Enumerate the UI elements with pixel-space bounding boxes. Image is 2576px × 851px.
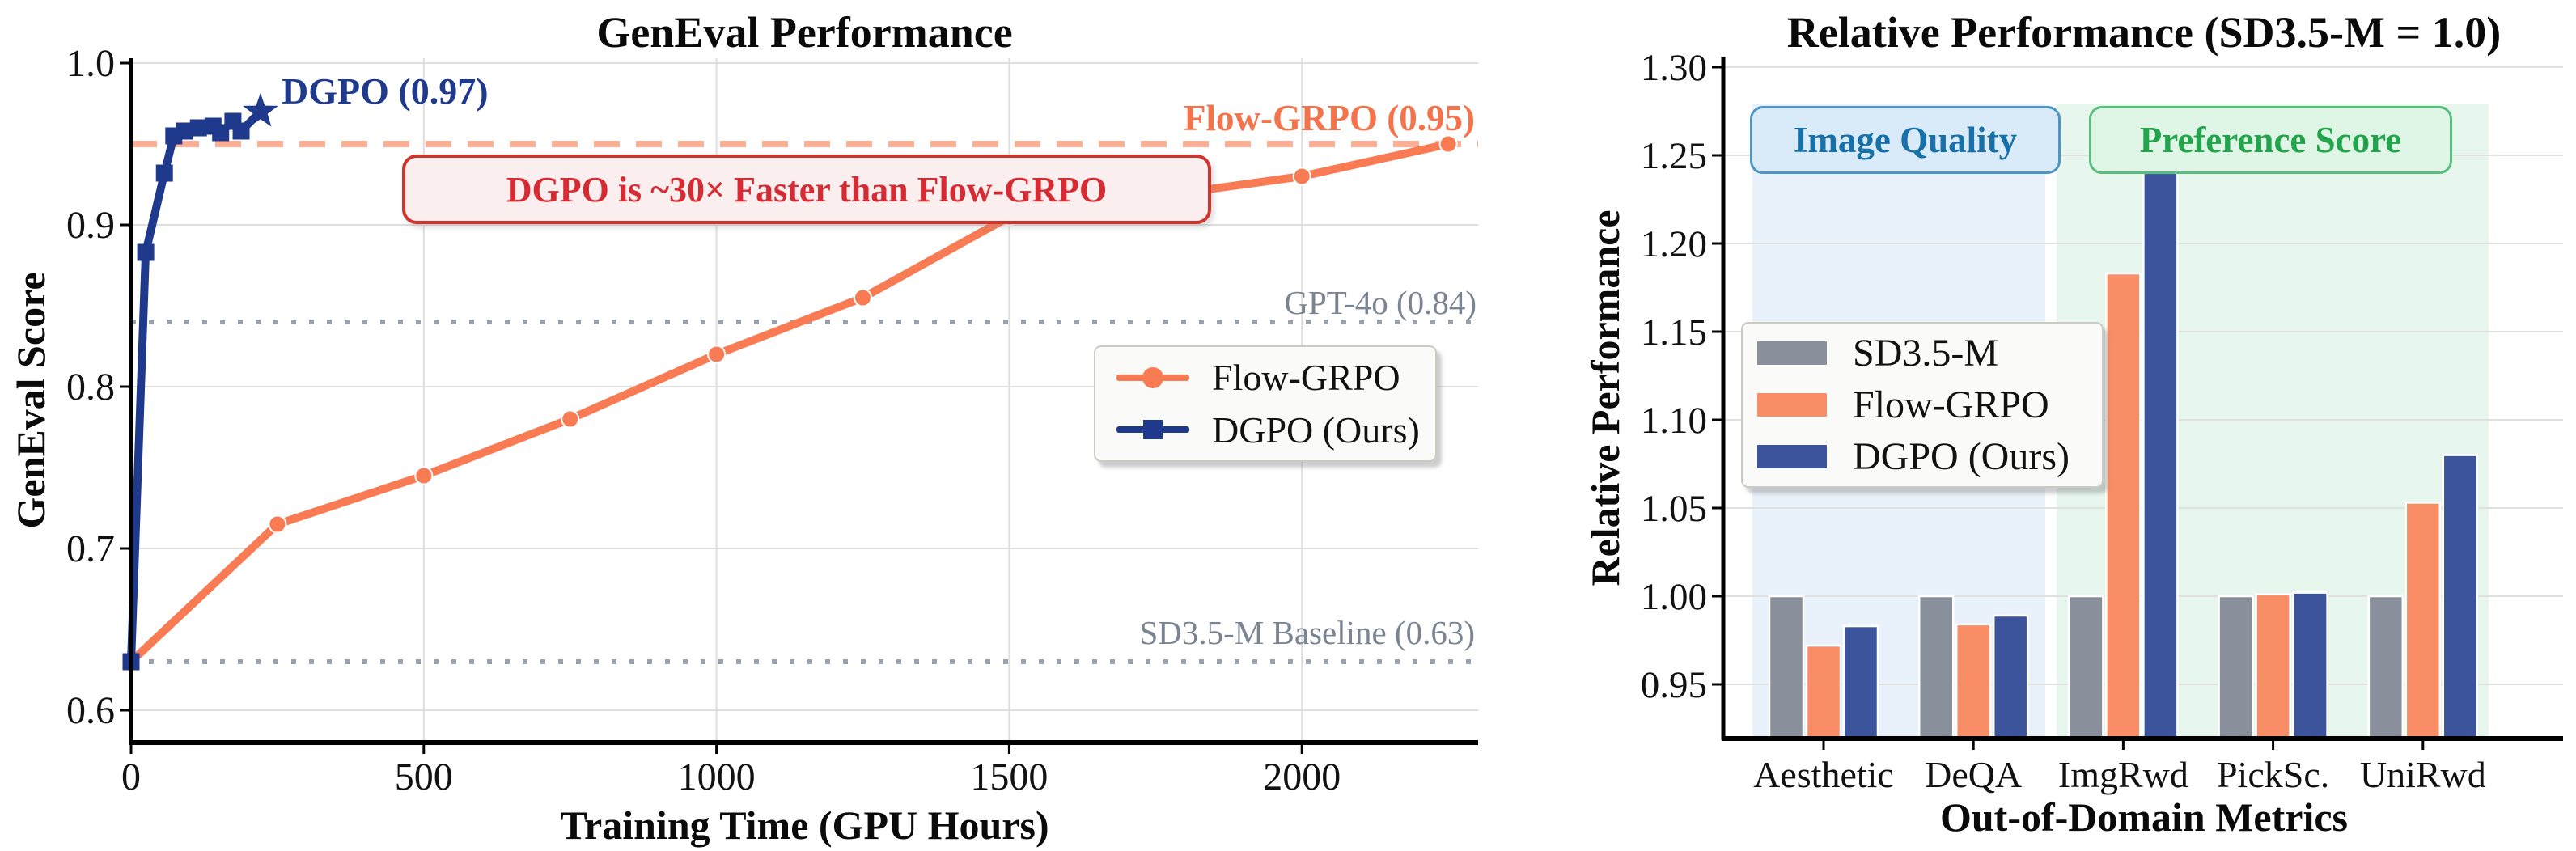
legend-item-flow-grpo: Flow-GRPO xyxy=(1757,383,2102,427)
right-legend: SD3.5-M Flow-GRPO DGPO (Ours) xyxy=(1741,322,2104,488)
right-y-axis-label: Relative Performance xyxy=(1582,210,1628,586)
y-tick-label: 0.9 xyxy=(66,204,115,247)
bar xyxy=(1992,614,2029,740)
right-chart-title: Relative Performance (SD3.5-M = 1.0) xyxy=(1786,8,2502,57)
bar xyxy=(2404,502,2442,740)
category-tick-label: DeQA xyxy=(1925,754,2022,795)
y-tick-label: 1.30 xyxy=(1641,47,1707,89)
flow-grpo-color-swatch-icon xyxy=(1757,393,1827,417)
flow-grpo-line-swatch-icon xyxy=(1116,366,1189,390)
data-point-circle xyxy=(414,466,434,485)
data-point-circle xyxy=(1292,167,1311,186)
data-point-square xyxy=(137,243,155,261)
data-point-square xyxy=(189,119,207,137)
legend-item-flow-grpo: Flow-GRPO xyxy=(1116,356,1435,399)
bar-series-dgpo-ours- xyxy=(1842,171,2479,740)
dgpo-line-swatch-icon xyxy=(1116,417,1189,442)
axes: 0.6 0.7 0.8 0.9 1.0 0 500 1000 1500 2000 xyxy=(66,42,1478,798)
category-tick-label: Aesthetic xyxy=(1753,754,1894,795)
gpt4o-line-annotation: GPT-4o (0.84) xyxy=(1284,284,1477,321)
axes: 0.95 1.00 1.05 1.10 1.15 1.20 1.25 1.30 Aestheti… xyxy=(1641,47,2563,795)
data-point-circle xyxy=(1438,134,1458,154)
bar xyxy=(2068,595,2104,740)
x-tick-label: 1500 xyxy=(970,756,1048,798)
y-tick-label: 0.8 xyxy=(66,366,115,409)
data-point-circle xyxy=(561,409,580,429)
legend-item-dgpo: DGPO (Ours) xyxy=(1116,409,1435,451)
y-tick-label: 0.6 xyxy=(66,689,115,732)
dgpo-series xyxy=(122,93,278,671)
category-tick-label: ImgRwd xyxy=(2058,754,2188,795)
y-tick-label: 1.05 xyxy=(1641,488,1707,530)
y-tick-label: 0.95 xyxy=(1641,664,1707,706)
legend-label: Flow-GRPO xyxy=(1212,357,1400,399)
dgpo-point-annotation: DGPO (0.97) xyxy=(282,70,489,112)
sd35m-baseline-annotation: SD3.5-M Baseline (0.63) xyxy=(1139,614,1475,651)
bar xyxy=(2442,454,2479,740)
category-tick-label: UniRwd xyxy=(2360,754,2486,795)
y-tick-label: 1.0 xyxy=(66,42,115,85)
bar xyxy=(1805,644,1842,740)
left-y-axis-label: GenEval Score xyxy=(8,272,53,529)
data-point-square xyxy=(232,122,250,140)
left-legend: Flow-GRPO DGPO (Ours) xyxy=(1094,345,1437,462)
legend-item-sd35m: SD3.5-M xyxy=(1757,331,2102,375)
bar-series-sd3-5-m xyxy=(1768,595,2404,740)
bar xyxy=(2218,595,2254,740)
y-tick-label: 1.25 xyxy=(1641,135,1707,177)
right-x-axis-label: Out-of-Domain Metrics xyxy=(1939,794,2349,840)
legend-label: DGPO (Ours) xyxy=(1853,435,2070,478)
bar-series-flow-grpo xyxy=(1805,272,2442,740)
data-point-circle xyxy=(854,288,872,307)
image-quality-badge: Image Quality xyxy=(1750,106,2061,174)
bar xyxy=(1768,595,1805,740)
data-point-circle xyxy=(707,345,727,364)
x-tick-label: 1000 xyxy=(678,756,756,798)
y-tick-label: 1.10 xyxy=(1641,400,1707,442)
left-chart-title: GenEval Performance xyxy=(596,8,1013,57)
data-point-square xyxy=(155,164,173,182)
bar xyxy=(1955,623,1992,740)
y-tick-label: 1.20 xyxy=(1641,223,1707,265)
preference-score-badge: Preference Score xyxy=(2089,106,2452,174)
x-tick-label: 500 xyxy=(395,756,453,798)
bar xyxy=(2367,595,2404,740)
bar xyxy=(1917,595,1955,740)
data-point-circle xyxy=(268,514,287,534)
y-tick-label: 1.00 xyxy=(1641,576,1707,618)
legend-item-dgpo: DGPO (Ours) xyxy=(1757,434,2102,479)
final-star-marker xyxy=(243,93,278,127)
relative-performance-chart: 0.95 1.00 1.05 1.10 1.15 1.20 1.25 1.30 Aestheti… xyxy=(1641,47,2563,795)
left-x-axis-label: Training Time (GPU Hours) xyxy=(560,802,1049,848)
x-tick-label: 2000 xyxy=(1263,756,1341,798)
bar xyxy=(2292,591,2328,740)
category-tick-label: PickSc. xyxy=(2217,754,2329,795)
data-point-square xyxy=(176,122,193,140)
legend-label: DGPO (Ours) xyxy=(1212,409,1420,451)
bar xyxy=(1842,624,1879,740)
bar xyxy=(2255,593,2291,740)
legend-label: Flow-GRPO xyxy=(1853,383,2049,426)
sd35m-color-swatch-icon xyxy=(1757,341,1827,365)
bar xyxy=(2142,171,2179,740)
speedup-callout-box: DGPO is ~30× Faster than Flow-GRPO xyxy=(402,155,1211,224)
flow-grpo-line-annotation: Flow-GRPO (0.95) xyxy=(1184,98,1475,138)
y-tick-label: 0.7 xyxy=(66,527,115,570)
x-tick-label: 0 xyxy=(121,756,141,798)
y-tick-label: 1.15 xyxy=(1641,311,1707,354)
dgpo-color-swatch-icon xyxy=(1757,445,1827,468)
legend-label: SD3.5-M xyxy=(1853,332,1999,375)
bar xyxy=(2105,272,2142,740)
